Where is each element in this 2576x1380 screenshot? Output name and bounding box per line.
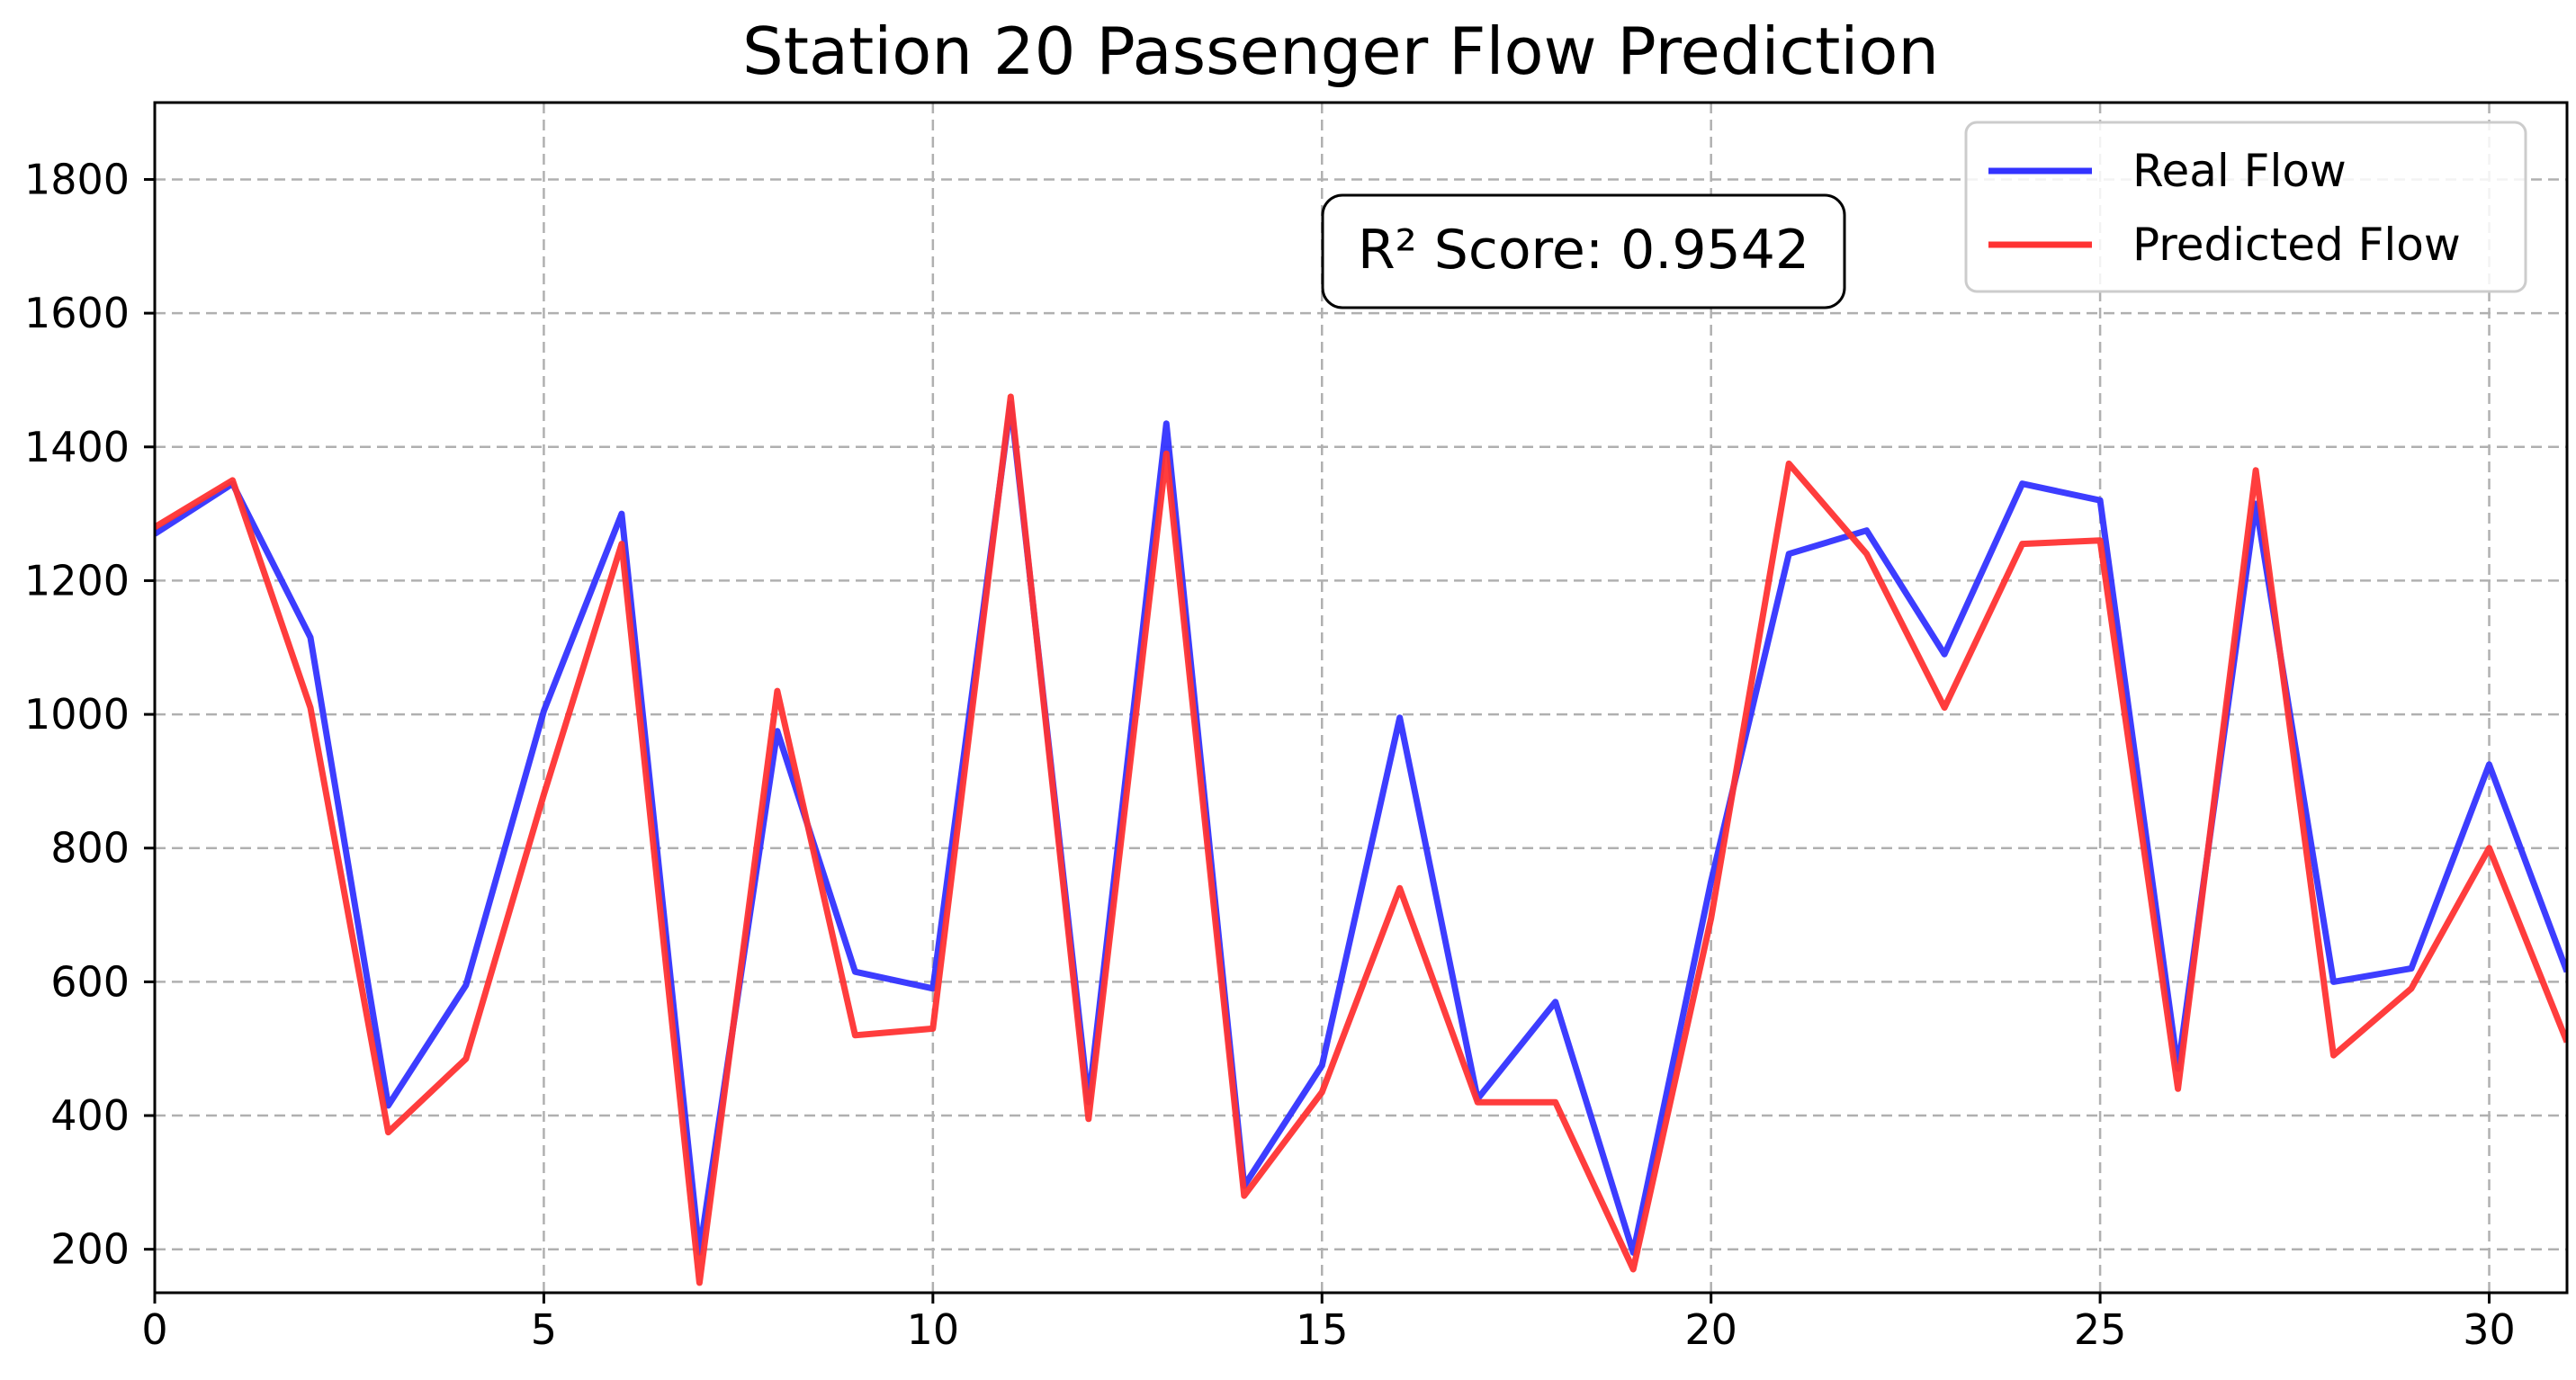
x-tick-label: 15 (1296, 1305, 1349, 1354)
r2-annotation: R² Score: 0.9542 (1321, 193, 1846, 309)
legend: Real Flow Predicted Flow (1964, 121, 2527, 293)
x-tick-label: 20 (1684, 1305, 1737, 1354)
y-tick-label: 800 (50, 824, 130, 873)
legend-label-real-flow: Real Flow (2132, 145, 2347, 197)
series-lines (155, 393, 2567, 1286)
series-line-real-flow (155, 400, 2567, 1256)
y-tick-label: 200 (50, 1225, 130, 1274)
x-tick-label: 30 (2463, 1305, 2516, 1354)
y-tick-label: 1800 (24, 155, 130, 203)
y-tick-label: 1200 (24, 556, 130, 605)
y-tick-label: 600 (50, 957, 130, 1006)
annotation-text: R² Score: 0.9542 (1358, 219, 1809, 282)
plot-frame (153, 101, 2569, 1295)
annotation-box (1321, 193, 1846, 309)
axis-ticks: 0 5 10 15 20 25 30 200 400 600 800 1000 1200 1400 1600… (24, 155, 2516, 1354)
x-tick-label: 5 (531, 1305, 557, 1354)
legend-box (1964, 121, 2527, 293)
x-tick-label: 10 (907, 1305, 960, 1354)
series-line-predicted-flow (155, 393, 2567, 1286)
x-tick-label: 25 (2074, 1305, 2127, 1354)
y-tick-label: 1000 (24, 690, 130, 739)
y-tick-label: 400 (50, 1091, 130, 1140)
x-tick-label: 0 (141, 1305, 167, 1354)
legend-label-predicted-flow: Predicted Flow (2132, 219, 2461, 271)
y-tick-label: 1400 (24, 423, 130, 471)
y-tick-label: 1600 (24, 289, 130, 337)
chart-title: Station 20 Passenger Flow Prediction (742, 13, 1939, 89)
